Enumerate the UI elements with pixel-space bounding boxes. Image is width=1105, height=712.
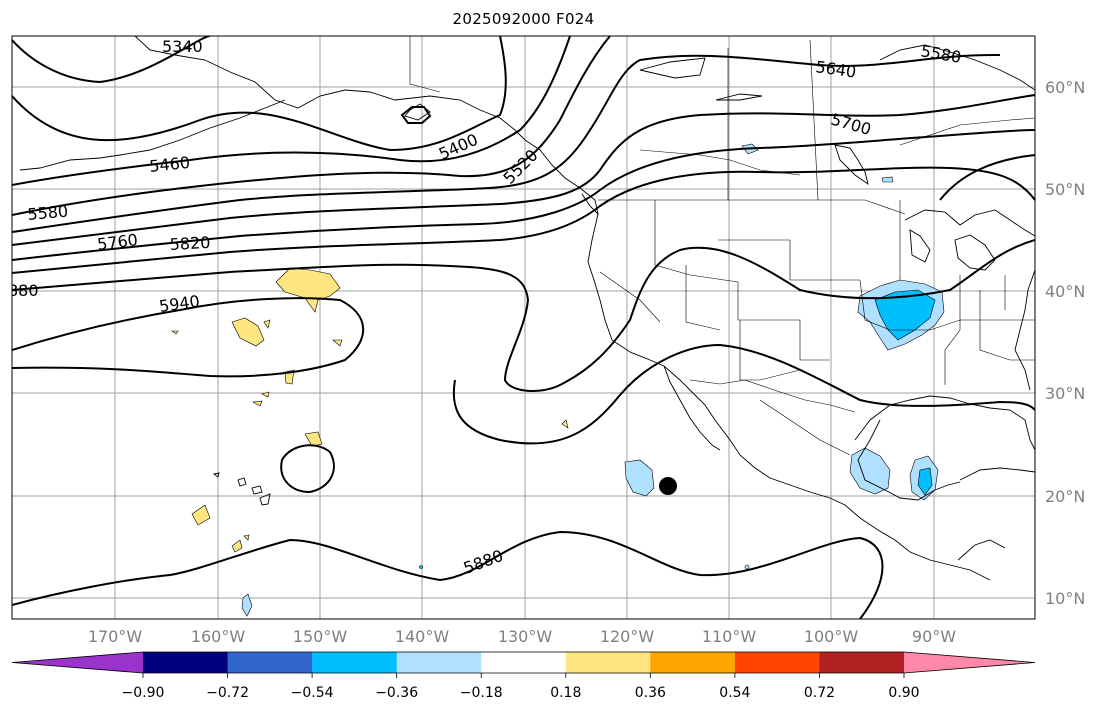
lon-label: 160°W [191,627,246,646]
colorbar-segment [227,652,313,673]
lon-label: 150°W [293,627,348,646]
contour-label: 5760 [96,230,139,254]
map-area [12,36,1035,619]
lat-label: 60°N [1045,78,1085,97]
colorbar: −0.90 −0.72 −0.54 −0.36 −0.18 0.18 0.36 0.54 0.7… [11,651,1036,701]
colorbar-tick-label: 0.54 [719,685,750,701]
lon-label: 140°W [395,627,450,646]
colorbar-segment [396,652,482,673]
colorbar-segment [143,652,229,673]
colorbar-extend-high [904,652,1035,673]
contour-label: 5460 [148,153,190,176]
colorbar-tick-label: −0.54 [291,685,334,701]
colorbar-tick-label: 0.72 [804,685,835,701]
colorbar-tick-label: −0.72 [206,685,249,701]
location-marker [659,477,677,495]
contour-label: 5580 [27,202,69,224]
colorbar-tick-label: −0.90 [122,685,165,701]
lon-label: 170°W [88,627,143,646]
colorbar-tick-label: −0.18 [460,685,503,701]
lon-label: 110°W [702,627,757,646]
lat-label: 30°N [1045,384,1085,403]
colorbar-segment [565,652,651,673]
lon-label: 120°W [600,627,655,646]
graticule [12,36,1035,619]
colorbar-segment [481,652,567,673]
height-contours [12,36,1035,619]
colorbar-tick-label: 0.90 [888,685,919,701]
shading-positive [171,267,569,553]
latitude-labels: 60°N 50°N 40°N 30°N 20°N 10°N [1045,78,1085,608]
lat-label: 10°N [1045,589,1085,608]
political-borders [409,36,1035,456]
lon-label: 100°W [804,627,859,646]
lat-label: 40°N [1045,282,1085,301]
colorbar-segment [819,652,905,673]
lon-label: 130°W [498,627,553,646]
colorbar-segment [312,652,398,673]
colorbar-segment [650,652,736,673]
lon-label: 90°W [912,627,956,646]
colorbar-tick-label: 0.36 [635,685,666,701]
contour-label: 5340 [162,37,203,56]
map-title: 2025092000 F024 [452,10,595,28]
colorbar-tick-label: −0.36 [375,685,418,701]
map-frame [11,35,1036,620]
lat-label: 20°N [1045,487,1085,506]
contour-label: 880 [8,281,39,300]
colorbar-tick-label: 0.18 [550,685,581,701]
contour-label: 5820 [169,233,211,254]
lat-label: 50°N [1045,180,1085,199]
longitude-labels: 170°W 160°W 150°W 140°W 130°W 120°W 110°… [88,627,956,646]
coastlines [19,36,1035,581]
colorbar-segment [734,652,820,673]
colorbar-extend-low [12,652,143,673]
